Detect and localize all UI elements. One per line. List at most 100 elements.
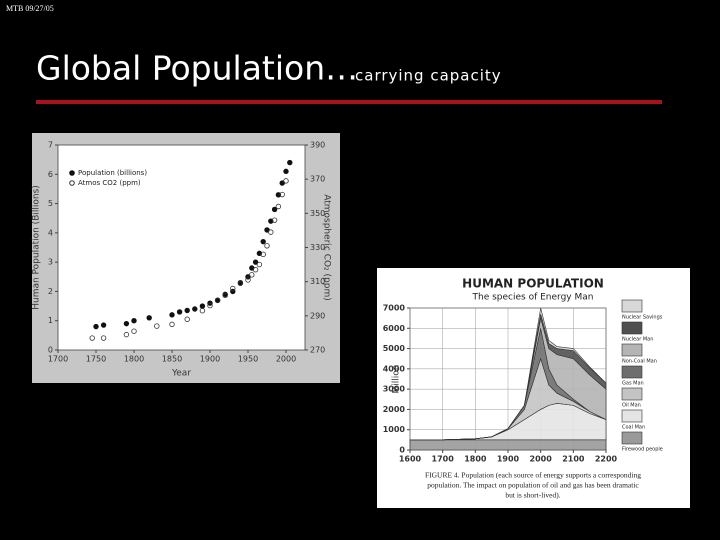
data-point xyxy=(89,335,95,341)
x-tick-label: 1600 xyxy=(399,455,422,464)
y2-tick-label: 390 xyxy=(310,141,325,150)
legend-label: Oil Man xyxy=(622,403,641,409)
data-point xyxy=(260,251,266,258)
data-point xyxy=(169,312,175,318)
data-point xyxy=(100,335,107,341)
y2-tick-label: 270 xyxy=(310,346,325,355)
y2-tick-label: 370 xyxy=(310,175,325,184)
legend-swatch xyxy=(621,321,643,335)
y-tick-label: 1 xyxy=(48,316,53,325)
legend-label: Non-Coal Man xyxy=(622,359,657,365)
chart-title: HUMAN POPULATION xyxy=(462,277,604,291)
x-tick-label: 1750 xyxy=(86,355,106,364)
data-point xyxy=(146,315,152,321)
legend-swatch xyxy=(621,409,643,423)
y-axis-title: Million xyxy=(392,365,402,394)
legend-label: Gas Man xyxy=(622,381,644,387)
data-point xyxy=(214,297,221,304)
x-axis-title: Year xyxy=(171,369,191,379)
data-point xyxy=(256,261,263,268)
data-point xyxy=(123,331,130,338)
y-tick-label: 4 xyxy=(48,228,53,237)
x-tick-label: 1900 xyxy=(200,355,220,364)
x-tick-label: 1950 xyxy=(238,355,258,364)
x-tick-label: 1700 xyxy=(432,455,455,464)
y2-tick-label: 290 xyxy=(310,311,325,320)
area-layer xyxy=(410,307,607,441)
data-point xyxy=(268,229,274,235)
data-point xyxy=(176,309,183,315)
y-tick-label: 5 xyxy=(48,199,53,208)
data-point xyxy=(275,192,282,198)
data-point xyxy=(245,277,251,283)
data-point xyxy=(184,316,190,322)
y-tick-label: 3 xyxy=(48,258,53,267)
legend-label: Nuclear Man xyxy=(622,337,653,343)
y2-axis-title: Atmospheric CO₂ (ppm) xyxy=(322,194,332,301)
data-point xyxy=(271,217,278,223)
y-tick-label: 6000 xyxy=(383,324,406,333)
data-point xyxy=(192,306,198,312)
data-point xyxy=(131,318,137,324)
y2-tick-label: 350 xyxy=(310,209,325,218)
legend-label: Coal Man xyxy=(622,425,645,431)
x-tick-label: 1700 xyxy=(48,355,68,364)
y-tick-label: 6 xyxy=(48,170,53,179)
data-point xyxy=(199,303,206,309)
x-tick-label: 1900 xyxy=(497,455,520,464)
data-point xyxy=(222,292,228,299)
y-tick-label: 7 xyxy=(48,141,53,150)
y-tick-label: 1000 xyxy=(383,425,406,434)
data-point xyxy=(271,206,278,213)
data-point xyxy=(260,238,266,245)
figure-caption: but is short-lived). xyxy=(505,491,560,500)
plot-area xyxy=(57,144,306,351)
data-point xyxy=(131,328,137,334)
legend-marker xyxy=(69,170,75,176)
data-point xyxy=(199,308,206,314)
y-tick-label: 7000 xyxy=(383,304,406,313)
y-tick-label: 5000 xyxy=(383,344,406,353)
data-point xyxy=(123,320,130,327)
legend-swatch xyxy=(621,365,643,379)
legend-swatch xyxy=(621,343,643,357)
y2-tick-label: 310 xyxy=(310,277,325,286)
data-point xyxy=(169,321,175,328)
data-point xyxy=(264,243,270,249)
y-tick-label: 0 xyxy=(399,446,405,455)
y2-tick-label: 330 xyxy=(310,243,325,252)
data-point xyxy=(93,323,99,330)
chart-subtitle: The species of Energy Man xyxy=(472,293,594,303)
x-tick-label: 2200 xyxy=(595,455,618,464)
data-point xyxy=(283,168,289,175)
x-tick-label: 2100 xyxy=(562,455,585,464)
data-point xyxy=(283,178,289,184)
legend-label: Population (billions) xyxy=(78,169,147,177)
slide-title: Global Population… xyxy=(36,49,358,88)
slide-subtitle: carrying capacity xyxy=(355,67,502,85)
x-tick-label: 2000 xyxy=(276,355,296,364)
legend-swatch xyxy=(621,387,643,401)
y-tick-label: 0 xyxy=(48,346,53,355)
data-point xyxy=(237,280,244,287)
date-stamp: MTB 09/27/05 xyxy=(6,4,54,13)
y-tick-label: 4000 xyxy=(383,364,406,373)
figure-caption: FIGURE 4. Population (each source of ene… xyxy=(425,471,641,480)
data-point xyxy=(154,323,160,329)
x-tick-label: 2000 xyxy=(530,455,553,464)
data-point xyxy=(249,272,255,278)
data-point xyxy=(184,307,190,314)
data-point xyxy=(207,302,213,309)
legend-swatch xyxy=(621,299,643,313)
y-tick-label: 2000 xyxy=(383,405,406,414)
legend-label: Nuclear Savings xyxy=(622,315,663,321)
legend-label: Firewood people xyxy=(622,447,663,453)
data-point xyxy=(100,322,107,328)
legend-marker xyxy=(69,180,75,186)
x-tick-label: 1800 xyxy=(124,355,144,364)
data-point xyxy=(230,285,236,292)
y-tick-label: 3000 xyxy=(383,385,406,394)
data-point xyxy=(252,267,259,273)
y-axis-title: Human Population (Billions) xyxy=(32,185,42,310)
